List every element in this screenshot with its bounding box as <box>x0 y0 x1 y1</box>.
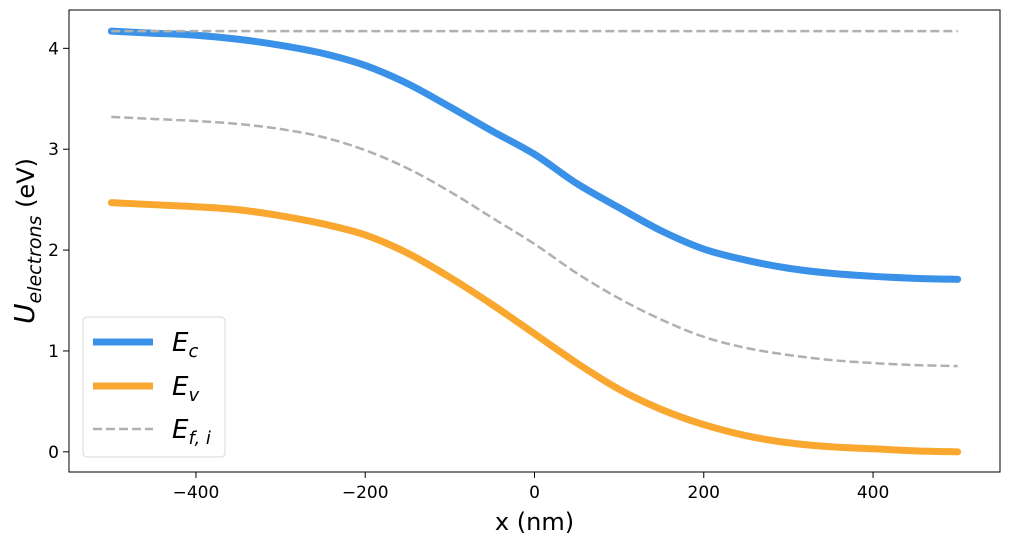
y-tick-label: 2 <box>48 241 59 261</box>
y-tick-label: 1 <box>48 342 59 362</box>
y-axis-label-unit: (eV) <box>12 158 40 216</box>
x-tick-label: 0 <box>529 483 540 503</box>
legend-label-ev: Ev <box>172 372 199 406</box>
y-tick-label: 0 <box>48 443 59 463</box>
legend-label-efi: Ef, i <box>172 415 211 449</box>
legend: Ec Ev Ef, i <box>82 316 226 458</box>
legend-label-ec: Ec <box>172 328 198 362</box>
series-line-2 <box>111 115 958 368</box>
series-layer <box>107 27 962 456</box>
y-axis-label-sub: electrons <box>24 215 46 303</box>
y-axis-label: Uelectrons (eV) <box>8 158 46 324</box>
y-tick-label: 4 <box>48 39 59 59</box>
series-line-0 <box>107 27 962 283</box>
x-axis: −400 −200 0 200 400 <box>173 472 889 503</box>
x-tick-label: −200 <box>342 483 389 503</box>
x-tick-label: 400 <box>857 483 889 503</box>
legend-frame <box>82 316 226 458</box>
x-tick-label: −400 <box>173 483 220 503</box>
y-axis: 0 1 2 3 4 <box>48 39 69 463</box>
y-axis-label-main: U <box>8 303 41 324</box>
x-tick-label: 200 <box>688 483 720 503</box>
series-line-1 <box>107 199 962 456</box>
x-axis-label: x (nm) <box>495 508 574 536</box>
y-tick-label: 3 <box>48 140 59 160</box>
